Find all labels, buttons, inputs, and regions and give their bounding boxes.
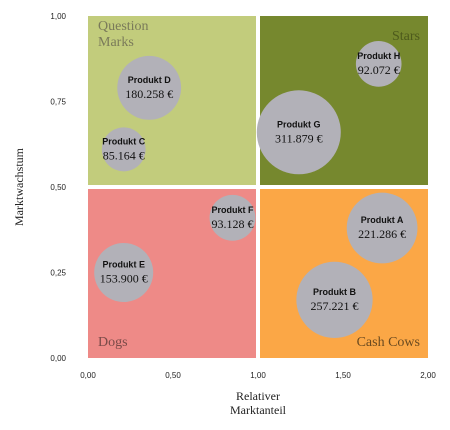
bubble-name-label: Produkt C — [102, 136, 146, 146]
bubble-value-label: 257.221 € — [311, 299, 359, 313]
y-tick-label: 0,75 — [50, 98, 66, 107]
bubble-value-label: 85.164 € — [103, 148, 145, 162]
x-tick-label: 1,00 — [250, 371, 266, 380]
bubble-4 — [117, 55, 182, 120]
bubble-value-label: 93.128 € — [212, 217, 254, 231]
bubble-name-label: Produkt E — [102, 260, 145, 270]
y-tick-label: 0,25 — [50, 269, 66, 278]
x-axis-title: Marktanteil — [230, 403, 287, 417]
bubble-name-label: Produkt F — [212, 205, 255, 215]
x-tick-label: 1,50 — [335, 371, 351, 380]
quadrant-label-cash-cows: Cash Cows — [357, 335, 420, 350]
bubble-value-label: 221.286 € — [358, 227, 406, 241]
quadrant-label-question-marks: Question — [98, 19, 149, 34]
bubble-3 — [101, 127, 146, 172]
bubble-name-label: Produkt A — [361, 215, 404, 225]
bubble-7 — [256, 90, 341, 175]
y-tick-label: 0,50 — [50, 183, 66, 192]
bubble-name-label: Produkt G — [277, 119, 321, 129]
quadrant-label-question-marks: Marks — [98, 35, 134, 50]
y-tick-label: 1,00 — [50, 12, 66, 21]
bubble-5 — [94, 242, 154, 303]
x-tick-label: 2,00 — [420, 371, 436, 380]
x-tick-label: 0,00 — [80, 371, 96, 380]
x-axis-title: Relativer — [236, 389, 280, 403]
bubble-6 — [209, 194, 256, 241]
bubble-value-label: 92.072 € — [358, 63, 400, 77]
bubble-2 — [296, 261, 373, 339]
y-axis-title: Marktwachstum — [12, 147, 26, 226]
bubble-name-label: Produkt H — [357, 51, 400, 61]
quadrant-label-stars: Stars — [392, 29, 420, 44]
bubble-8 — [355, 41, 402, 87]
quadrant-label-dogs: Dogs — [98, 335, 128, 350]
x-tick-label: 0,50 — [165, 371, 181, 380]
bubble-value-label: 180.258 € — [125, 87, 173, 101]
y-tick-label: 0,00 — [50, 354, 66, 363]
bubble-value-label: 153.900 € — [100, 272, 148, 286]
bubble-1 — [346, 192, 418, 264]
bubble-name-label: Produkt B — [313, 287, 357, 297]
bubble-name-label: Produkt D — [128, 75, 172, 85]
bubble-value-label: 311.879 € — [275, 131, 323, 145]
